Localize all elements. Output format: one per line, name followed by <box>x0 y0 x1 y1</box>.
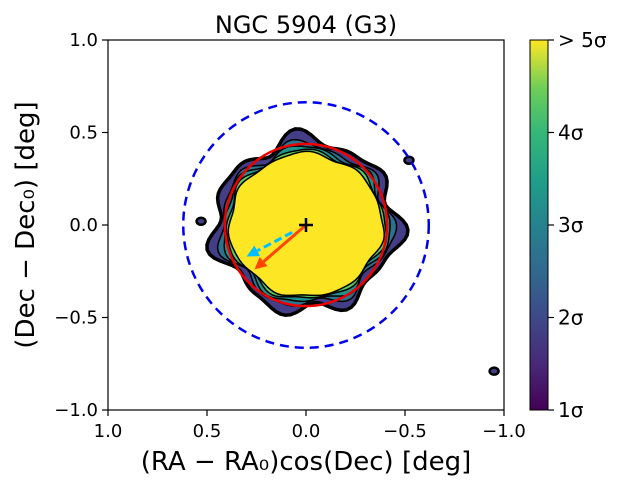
y-tick-label: −1.0 <box>54 400 98 421</box>
y-tick-label: 0.5 <box>69 123 98 144</box>
colorbar-tick-label: 1σ <box>558 398 584 422</box>
outlier-blobs <box>195 155 500 376</box>
x-axis-label: (RA − RA₀)cos(Dec) [deg] <box>141 447 472 477</box>
x-tick-label: 0.5 <box>193 421 222 442</box>
outlier-blob-1 <box>403 155 415 165</box>
plot-content <box>181 100 500 376</box>
reflex-motion-arrow-shaft <box>256 231 293 253</box>
y-tick-label: 0.0 <box>69 215 98 236</box>
y-axis-ticks: 1.0 0.5 0.0 −0.5 −1.0 <box>54 30 108 421</box>
x-tick-label: 0.0 <box>292 421 321 442</box>
colorbar-tick-label: 3σ <box>558 213 584 237</box>
proper-motion-arrow-head <box>254 257 268 270</box>
core-radius-circle <box>223 142 389 308</box>
outlier-blob-3 <box>488 366 500 376</box>
x-tick-label: −1.0 <box>482 421 526 442</box>
reflex-motion-arrow-head <box>246 245 261 257</box>
y-axis-label: (Dec − Dec₀) [deg] <box>11 101 41 348</box>
x-tick-label: 1.0 <box>94 421 123 442</box>
colorbar-tick-label: 4σ <box>558 121 584 145</box>
colorbar-tick-label: 2σ <box>558 306 584 330</box>
colorbar <box>529 39 549 411</box>
y-tick-label: 1.0 <box>69 30 98 51</box>
outlier-blob-2 <box>195 216 207 227</box>
motion-arrows <box>246 223 307 270</box>
x-axis-ticks: 1.0 0.5 0.0 −0.5 −1.0 <box>94 410 526 442</box>
colorbar-ticks: 1σ 2σ 3σ 4σ > 5σ <box>548 28 607 422</box>
cluster-center-marker <box>299 218 313 232</box>
tidal-radius-circle <box>181 100 431 350</box>
y-tick-label: −0.5 <box>54 308 98 329</box>
x-tick-label: −0.5 <box>383 421 427 442</box>
contour-layers <box>205 127 410 317</box>
colorbar-tick-label: > 5σ <box>558 28 607 52</box>
chart-title: NGC 5904 (G3) <box>215 11 397 39</box>
proper-motion-arrow-shaft <box>262 223 307 263</box>
